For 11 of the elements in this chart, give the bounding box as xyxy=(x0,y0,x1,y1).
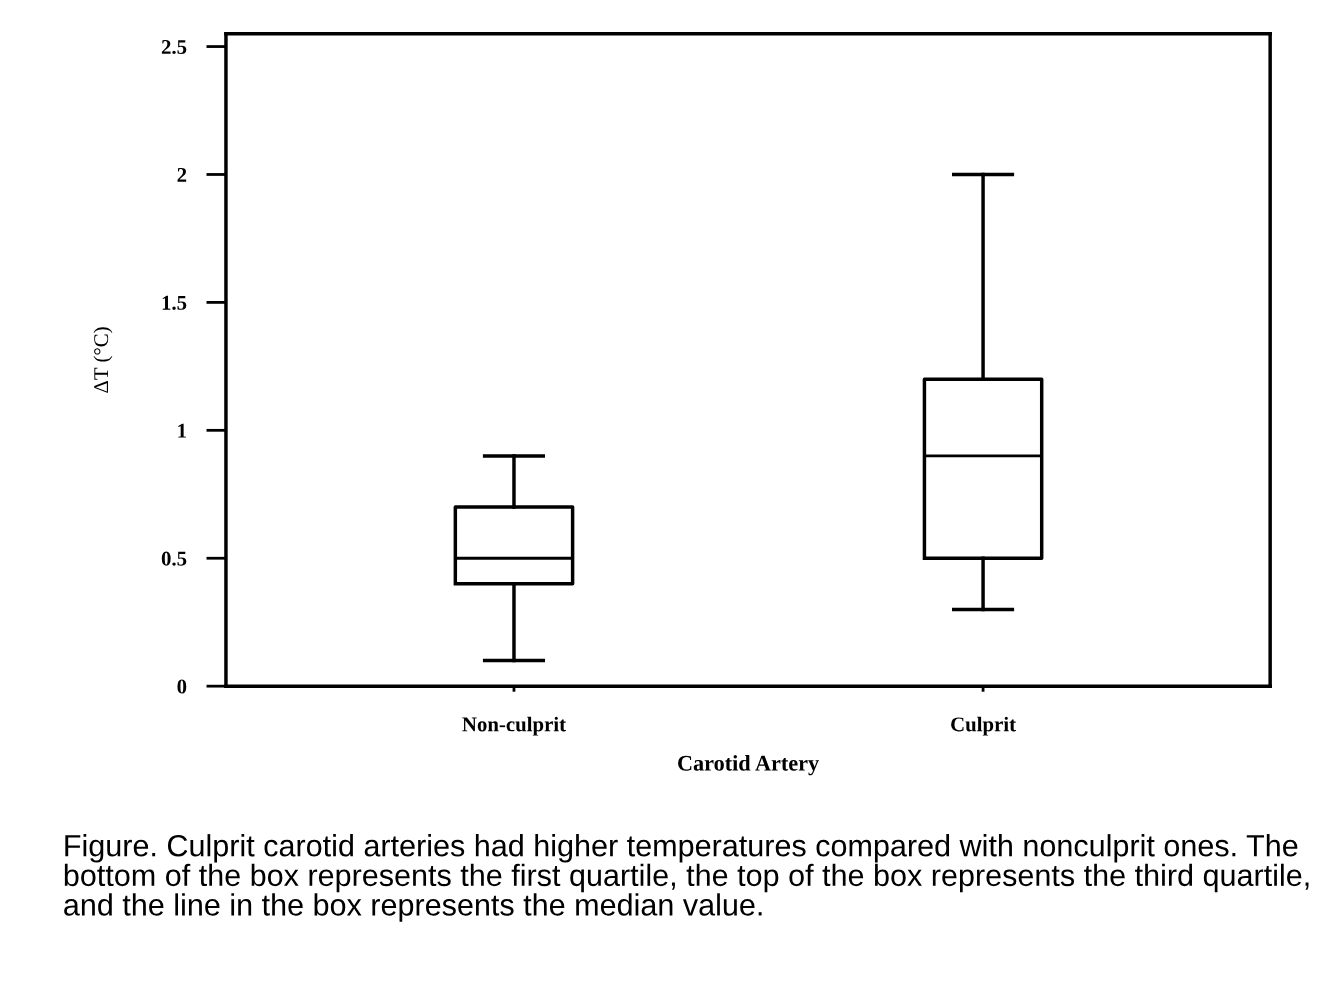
text: Figure. Culprit carotid arteries had higher temperatures compared with nonculprit ones. The bottom of the box represents the first quartile, the top of the box represents the third quartile, and the line in the box represents the median value. xyxy=(64,834,1309,922)
y-axis-title: ΔT (°C) xyxy=(93,327,113,393)
y-tick-label: 2.5 xyxy=(161,39,187,55)
x-tick-label: Culprit xyxy=(951,716,1016,736)
y-tick-label: 0 xyxy=(177,679,187,694)
y-tick-label: 1 xyxy=(178,423,186,438)
y-tick-label: 2 xyxy=(177,167,187,182)
x-axis-title: Carotid Artery xyxy=(678,755,819,776)
y-tick-label: 0.5 xyxy=(161,551,187,566)
y-tick-label: 1.5 xyxy=(162,295,187,310)
x-tick-label: Non-culprit xyxy=(462,716,566,736)
